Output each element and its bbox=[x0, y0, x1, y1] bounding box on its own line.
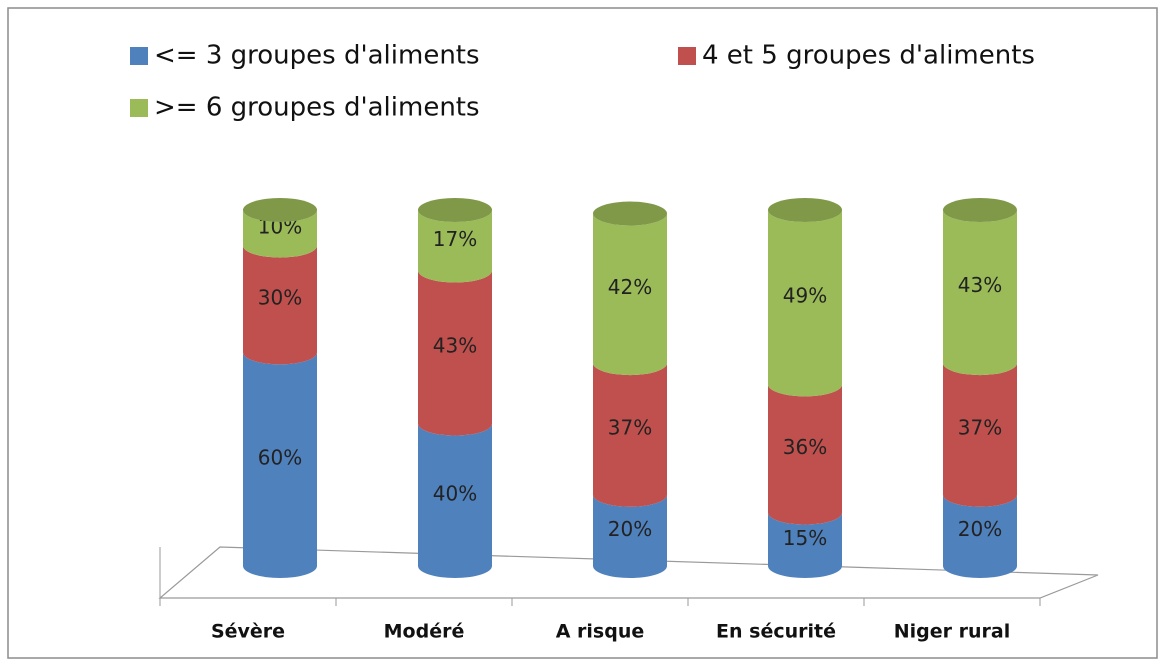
legend-label: >= 6 groupes d'aliments bbox=[154, 93, 480, 123]
x-tick-label: Niger rural bbox=[894, 621, 1011, 643]
cylinder-segment bbox=[593, 213, 667, 376]
data-label: 15% bbox=[783, 526, 827, 550]
data-label: 30% bbox=[258, 286, 302, 310]
legend-swatch bbox=[130, 99, 148, 117]
data-label: 37% bbox=[608, 415, 652, 439]
cylinder-top bbox=[243, 198, 317, 222]
cylinder-segment bbox=[593, 494, 667, 578]
data-label: 40% bbox=[433, 481, 477, 505]
cylinder-segment bbox=[943, 210, 1017, 376]
x-tick-label: En sécurité bbox=[716, 621, 836, 643]
data-label: 43% bbox=[433, 334, 477, 358]
data-label: 17% bbox=[433, 227, 477, 251]
data-label: 20% bbox=[608, 517, 652, 541]
cylinder-segment bbox=[243, 352, 317, 578]
cylinder-top bbox=[768, 198, 842, 222]
data-label: 36% bbox=[783, 435, 827, 459]
cylinder-segment bbox=[418, 210, 492, 283]
cylinder-segment bbox=[418, 423, 492, 578]
cylinder-segment bbox=[593, 363, 667, 507]
data-label: 43% bbox=[958, 273, 1002, 297]
data-label: 49% bbox=[783, 284, 827, 308]
cylinder-segment bbox=[243, 210, 317, 258]
x-tick-label: Sévère bbox=[211, 621, 285, 643]
cylinder-segment bbox=[943, 494, 1017, 578]
legend-label: <= 3 groupes d'aliments bbox=[154, 41, 480, 71]
cylinder-segment bbox=[243, 245, 317, 365]
cylinder-segment bbox=[768, 384, 842, 525]
cylinder-segment bbox=[943, 363, 1017, 507]
cylinder-top bbox=[418, 198, 492, 222]
x-tick-label: Modéré bbox=[384, 621, 465, 643]
cylinder-segment bbox=[418, 270, 492, 436]
legend-label: 4 et 5 groupes d'aliments bbox=[702, 41, 1035, 71]
cylinder-segment bbox=[768, 210, 842, 397]
data-label: 42% bbox=[608, 275, 652, 299]
cylinder-top bbox=[593, 201, 667, 226]
data-label: 37% bbox=[958, 415, 1002, 439]
data-label: 20% bbox=[958, 517, 1002, 541]
cylinder-segment bbox=[768, 512, 842, 578]
data-label: 60% bbox=[258, 446, 302, 470]
legend-swatch bbox=[678, 47, 696, 65]
x-tick-label: A risque bbox=[556, 621, 645, 643]
cylinder-top bbox=[943, 198, 1017, 222]
legend-swatch bbox=[130, 47, 148, 65]
